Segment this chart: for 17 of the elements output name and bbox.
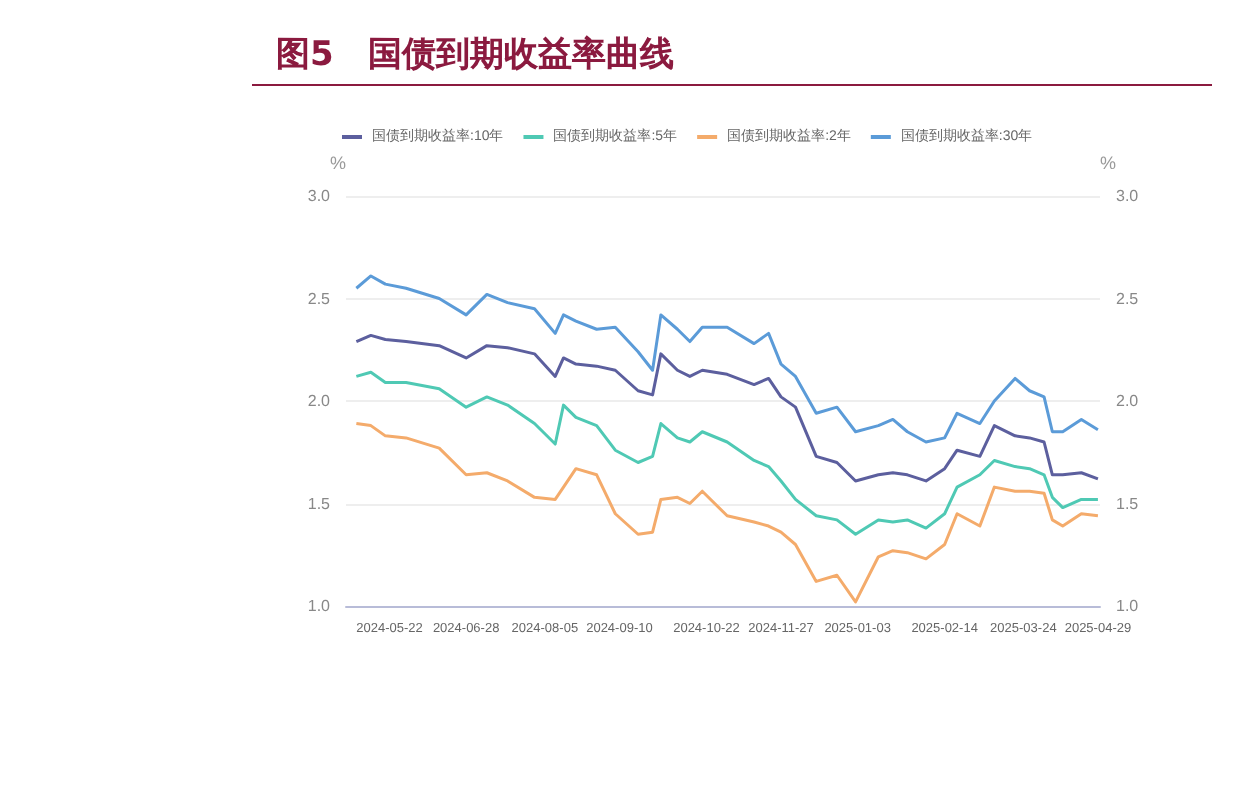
y-axis-title: %: [329, 153, 346, 173]
y-tick-label: 2.5: [307, 289, 332, 308]
line-series: [354, 370, 1100, 536]
y2-tick-label: 3.0: [1116, 187, 1140, 205]
y-tick-label: 3.0: [307, 187, 332, 205]
y2-tick-label: 2.5: [1116, 289, 1140, 308]
y-tick-label: 2.0: [307, 392, 332, 410]
line-series: [354, 422, 1100, 604]
line-series: [354, 274, 1100, 444]
line-series: [354, 333, 1100, 483]
y2-tick-label: 1.5: [1116, 494, 1140, 513]
y-tick-label: 1.5: [307, 494, 332, 513]
y-tick-label: 1.0: [307, 597, 332, 615]
chart-title: 图5 国债到期收益率曲线: [276, 35, 674, 75]
y2-tick-label: 2.0: [1116, 392, 1140, 410]
y2-axis-title: %: [1100, 153, 1117, 173]
y2-tick-label: 1.0: [1116, 597, 1140, 615]
